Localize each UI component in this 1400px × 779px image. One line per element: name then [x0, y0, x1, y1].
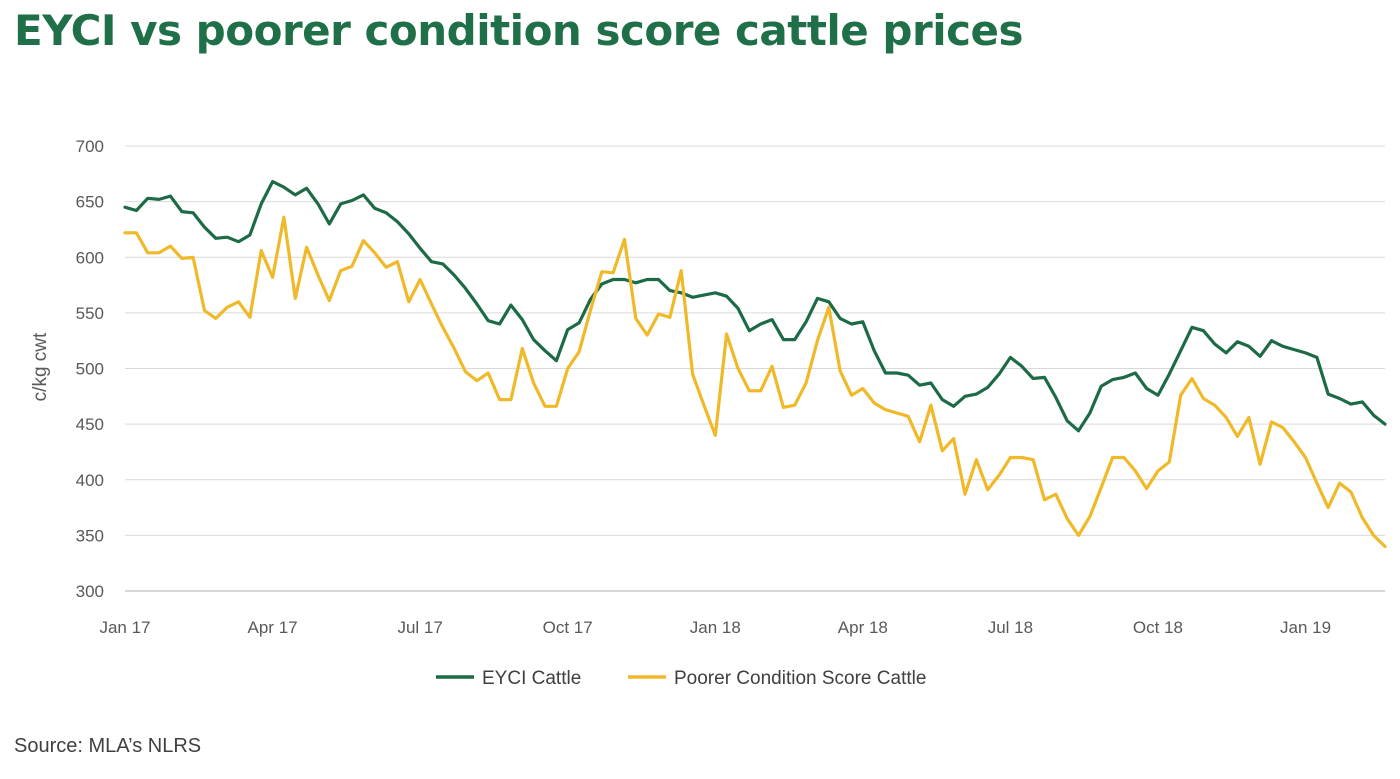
x-tick-label: Oct 17: [543, 618, 593, 637]
legend-label: EYCI Cattle: [482, 668, 581, 689]
x-tick-label: Jan 18: [690, 618, 741, 637]
series: [123, 180, 1387, 549]
legend-label: Poorer Condition Score Cattle: [674, 668, 926, 689]
x-tick-label: Jan 19: [1280, 618, 1331, 637]
series-line-poorer: [123, 215, 1387, 549]
x-tick-label: Jul 18: [988, 618, 1033, 637]
y-tick-label: 300: [76, 582, 104, 601]
x-tick-label: Jul 17: [397, 618, 442, 637]
chart-title: EYCI vs poorer condition score cattle pr…: [14, 6, 1023, 55]
series-line-eyci: [123, 180, 1387, 433]
y-axis-ticks: 300 350 400 450 500 550 600 650 700: [76, 137, 104, 601]
y-tick-label: 500: [76, 360, 104, 379]
y-tick-label: 650: [76, 193, 104, 212]
x-tick-label: Apr 17: [248, 618, 298, 637]
source-note: Source: MLA’s NLRS: [14, 735, 202, 757]
x-tick-label: Apr 18: [838, 618, 888, 637]
y-tick-label: 600: [76, 248, 104, 267]
x-tick-label: Oct 18: [1133, 618, 1183, 637]
y-tick-label: 350: [76, 526, 104, 545]
y-tick-label: 400: [76, 471, 104, 490]
legend: EYCI Cattle Poorer Condition Score Cattle: [436, 668, 926, 689]
y-tick-label: 450: [76, 415, 104, 434]
x-axis-ticks: Jan 17 Apr 17 Jul 17 Oct 17 Jan 18 Apr 18 Jul …: [99, 618, 1331, 637]
y-tick-label: 700: [76, 137, 104, 156]
x-tick-label: Jan 17: [99, 618, 150, 637]
y-axis-label: c/kg cwt: [30, 332, 51, 401]
gridlines: [125, 145, 1385, 536]
y-tick-label: 550: [76, 304, 104, 323]
